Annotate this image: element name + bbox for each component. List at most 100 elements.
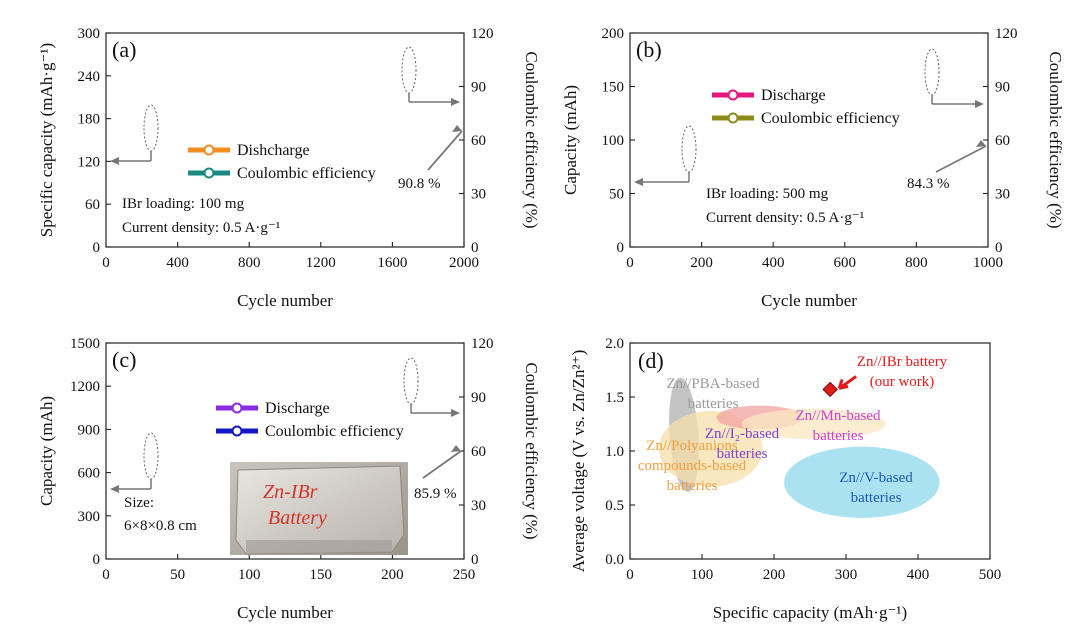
region-label: batteries xyxy=(813,428,864,444)
retention-annotation: 85.9 % xyxy=(414,486,457,502)
point-arrow xyxy=(837,375,858,390)
loading-annotation: IBr loading: 500 mg xyxy=(706,186,829,202)
x-axis-label: Cycle number xyxy=(237,291,333,310)
retention-arrow-head xyxy=(451,445,461,452)
x-tick-label: 200 xyxy=(763,567,786,583)
y-tick-label: 2.0 xyxy=(605,336,624,352)
y-tick-label: 0.5 xyxy=(605,498,624,514)
x-tick-label: 50 xyxy=(170,567,185,583)
x-axis-label: Cycle number xyxy=(761,291,857,310)
plot-frame xyxy=(105,32,465,248)
region-zn-mn-based-batteries xyxy=(741,408,886,440)
y-tick-label: 1200 xyxy=(70,379,100,395)
arrow-head-left xyxy=(634,178,643,186)
series-marker-ellipse xyxy=(143,432,159,480)
y-axis-label: Specific capacity (mAh·g⁻¹) xyxy=(37,43,56,237)
y-tick-label: 300 xyxy=(78,26,101,42)
y-tick-label: 600 xyxy=(78,466,101,482)
legend-marker xyxy=(203,144,215,156)
y2-tick-label: 0 xyxy=(995,240,1003,256)
region-label: batteries xyxy=(717,446,768,462)
x-tick-label: 1600 xyxy=(377,255,407,271)
y2-tick-label: 30 xyxy=(995,187,1010,203)
y-tick-label: 0 xyxy=(93,240,101,256)
region-label: Zn//Polyanions xyxy=(646,438,738,454)
y-tick-label: 1.5 xyxy=(605,390,624,406)
y2-axis-label: Coulombic efficiency (%) xyxy=(1046,51,1065,228)
point-label: Zn//IBr battery xyxy=(857,354,948,370)
x-tick-label: 200 xyxy=(381,567,404,583)
x-tick-label: 400 xyxy=(166,255,189,271)
series-marker-ellipse xyxy=(681,125,697,173)
current-density-annotation: Current density: 0.5 A·g⁻¹ xyxy=(122,220,280,236)
y-axis-label: Average voltage (V vs. Zn/Zn²⁺) xyxy=(569,350,588,573)
y-tick-label: 0.0 xyxy=(605,552,624,568)
legend-label: Discharge xyxy=(761,87,826,104)
y-tick-label: 240 xyxy=(78,69,101,85)
loading-annotation: IBr loading: 100 mg xyxy=(122,196,245,212)
y2-tick-label: 30 xyxy=(471,187,486,203)
arrow-head-right xyxy=(975,100,984,108)
y-tick-label: 0 xyxy=(93,552,101,568)
x-tick-label: 0 xyxy=(626,567,634,583)
x-tick-label: 150 xyxy=(310,567,333,583)
retention-arrow xyxy=(427,130,463,171)
battery-photo: Zn-IBr Battery xyxy=(230,462,408,555)
legend-label: Coulombic efficiency xyxy=(265,423,404,440)
retention-arrow-head xyxy=(452,125,462,132)
x-tick-label: 800 xyxy=(238,255,261,271)
y2-tick-label: 0 xyxy=(471,240,479,256)
y-tick-label: 1500 xyxy=(70,336,100,352)
y-tick-label: 0 xyxy=(617,240,625,256)
region-label: batteries xyxy=(688,396,739,412)
y2-axis-label: Coulombic efficiency (%) xyxy=(522,362,541,539)
panel-d: 0 100 200 300 400 500 0.0 0.5 1.0 1.5 2.0 Specific … xyxy=(569,336,1001,622)
region-label: batteries xyxy=(667,478,718,494)
panel-letter: (c) xyxy=(112,347,136,372)
x-axis-label: Specific capacity (mAh·g⁻¹) xyxy=(713,603,907,622)
y-tick-label: 100 xyxy=(602,133,625,149)
legend-marker xyxy=(727,112,739,124)
y-tick-label: 60 xyxy=(85,197,100,213)
y-tick-label: 900 xyxy=(78,422,101,438)
legend-label: Discharge xyxy=(265,400,330,417)
y-axis-label: Capacity (mAh) xyxy=(37,396,56,506)
panel-b: 0 200 400 600 800 10000501001502000306090120C… xyxy=(561,26,1065,310)
legend-marker xyxy=(727,89,739,101)
arrow-head-right xyxy=(451,98,460,106)
series-marker-ellipse xyxy=(924,48,940,96)
y-tick-label: 1.0 xyxy=(605,444,624,460)
y-tick-label: 200 xyxy=(602,26,625,42)
region-label: batteries xyxy=(851,490,902,506)
legend-label: Coulombic efficiency xyxy=(237,165,376,182)
region-label: Zn//V-based xyxy=(839,470,913,486)
x-tick-label: 400 xyxy=(907,567,930,583)
x-tick-label: 0 xyxy=(102,255,110,271)
legend-marker xyxy=(231,402,243,414)
x-tick-label: 100 xyxy=(691,567,714,583)
y2-tick-label: 120 xyxy=(471,26,494,42)
region-label: Zn//Mn-based xyxy=(796,408,881,424)
current-density-annotation: Current density: 0.5 A·g⁻¹ xyxy=(706,210,864,226)
legend-marker xyxy=(231,425,243,437)
point-label: (our work) xyxy=(870,374,935,390)
x-tick-label: 300 xyxy=(835,567,858,583)
pouch-edge xyxy=(246,540,392,554)
y-tick-label: 180 xyxy=(78,112,101,128)
x-tick-label: 1200 xyxy=(306,255,336,271)
y-tick-label: 150 xyxy=(602,80,625,96)
series-marker-ellipse xyxy=(401,46,417,94)
y2-tick-label: 120 xyxy=(471,336,494,352)
size-dimensions-annotation: 6×8×0.8 cm xyxy=(124,518,197,534)
size-annotation: Size: xyxy=(124,495,154,511)
y2-tick-label: 60 xyxy=(471,444,486,460)
x-tick-label: 800 xyxy=(905,255,928,271)
legend-marker xyxy=(203,167,215,179)
retention-arrow xyxy=(422,450,462,479)
x-tick-label: 400 xyxy=(762,255,785,271)
y-tick-label: 120 xyxy=(78,154,101,170)
y2-tick-label: 120 xyxy=(995,26,1018,42)
x-axis-label: Cycle number xyxy=(237,603,333,622)
y2-tick-label: 90 xyxy=(471,390,486,406)
